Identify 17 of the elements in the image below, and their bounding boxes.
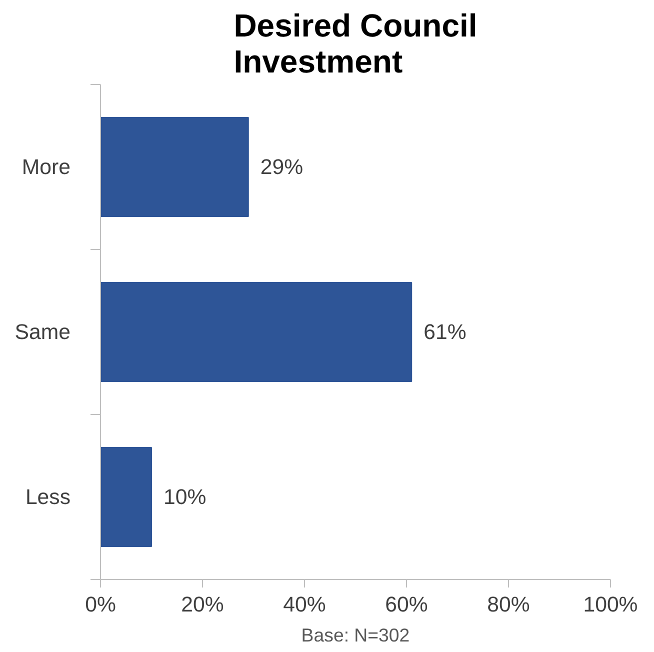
x-axis-title: Base: N=302 (301, 624, 410, 646)
bar (100, 447, 152, 547)
bar (100, 282, 412, 382)
y-tick-label: Less (25, 485, 71, 509)
x-tick-label: 20% (181, 592, 224, 616)
x-tick-label: 40% (283, 592, 326, 616)
data-label: 61% (424, 320, 466, 344)
y-tick-label: Same (14, 320, 71, 344)
x-tick-label: 80% (487, 592, 530, 616)
data-label: 10% (164, 485, 206, 509)
y-tick-label: More (22, 155, 70, 179)
x-tick-label: 60% (385, 592, 428, 616)
x-tick-label: 0% (85, 592, 116, 616)
chart-title: Desired Council Investment (234, 8, 478, 80)
x-tick-label: 100% (583, 592, 638, 616)
bar (100, 117, 249, 217)
data-label: 29% (260, 155, 304, 179)
